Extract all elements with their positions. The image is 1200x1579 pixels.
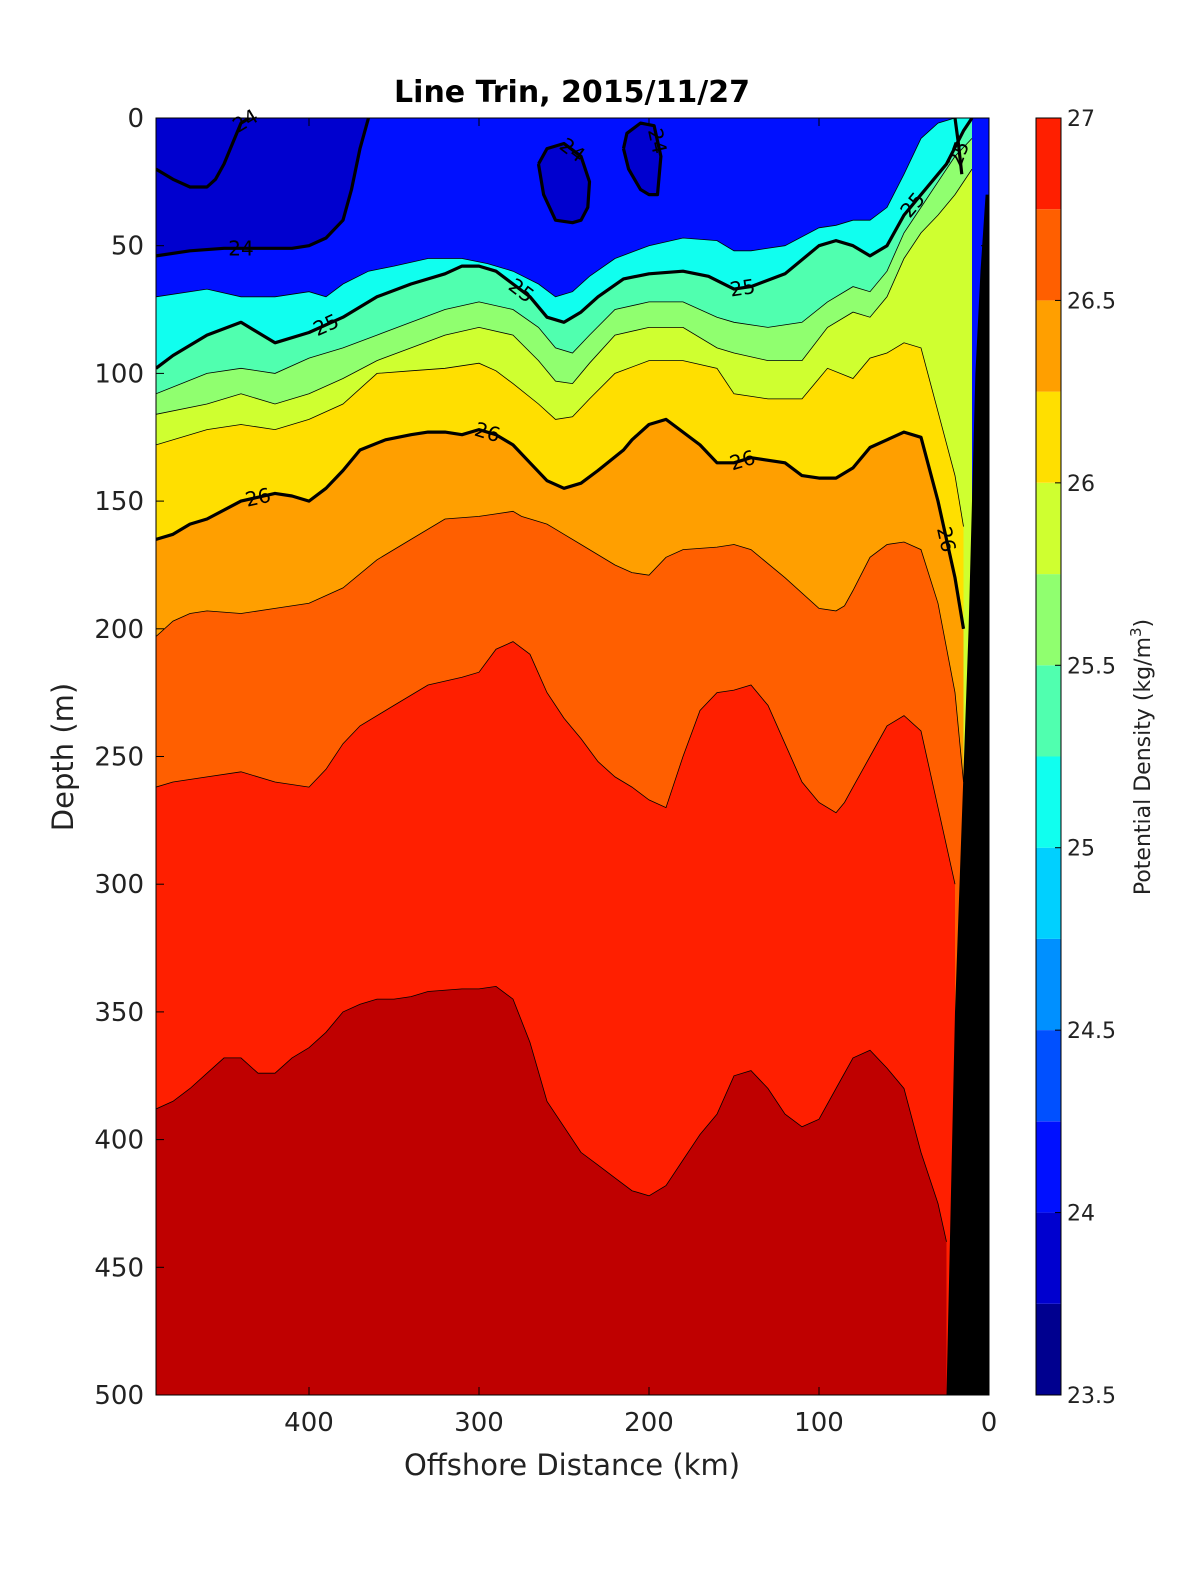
contour-lines (156, 118, 989, 1395)
colorbar-tick-label-2: 24.5 (1067, 1019, 1116, 1044)
isoline-25.75 (156, 342, 964, 527)
x-axis: 400 300 200 100 0 (284, 118, 997, 1438)
colorbar-swatch-5 (1036, 847, 1061, 939)
colorbar-tick-label-3: 25 (1067, 837, 1095, 862)
colorbar-swatch-7 (1036, 665, 1061, 757)
colorbar-tick-label-6: 26.5 (1067, 289, 1116, 314)
y-tick-label-500: 500 (94, 1381, 144, 1411)
colorbar-swatch-0 (1036, 1303, 1061, 1395)
colorbar-swatch-4 (1036, 938, 1061, 1031)
colorbar-label-superscript: 3 (1127, 627, 1145, 637)
colorbar-tick-label-4: 25.5 (1067, 654, 1116, 679)
y-tick-label-0: 0 (127, 104, 144, 134)
isoline-26.75 (156, 985, 947, 1242)
isoline-26.25 (156, 510, 964, 783)
y-tick-label-350: 350 (94, 998, 144, 1028)
y-axis: 0 50 100 150 200 250 300 350 400 450 500 (94, 104, 989, 1411)
contour-25-5 (156, 118, 974, 370)
y-tick-label-50: 50 (111, 232, 144, 262)
isoline-26.5 (156, 641, 956, 885)
colorbar-tick-label-7: 27 (1067, 107, 1095, 132)
contour-label-8: 26 (243, 483, 273, 512)
contour-label-3: 24 (643, 126, 672, 156)
colorbar-swatch-11 (1036, 300, 1061, 392)
band-26.75 (156, 986, 947, 1395)
x-tick-label-400: 400 (284, 1408, 334, 1438)
y-tick-label-100: 100 (94, 359, 144, 389)
x-tick-label-0: 0 (981, 1408, 998, 1438)
colorbar-swatch-12 (1036, 209, 1061, 301)
colorbar-swatch-9 (1036, 482, 1061, 575)
colorbar-swatch-1 (1036, 1212, 1061, 1304)
x-tick-label-100: 100 (794, 1408, 844, 1438)
isoline-24.75 (156, 118, 972, 298)
colorbar-swatch-8 (1036, 574, 1061, 666)
contour-24-2 (536, 141, 592, 225)
colorbar-frame (1035, 117, 1062, 1396)
colorbar: 23.5 24 24.5 25 25.5 26 26.5 27 (1035, 107, 1116, 1409)
colorbar-label: Potential Density (kg/m3) (1127, 619, 1156, 895)
isoline-25.5 (156, 168, 973, 415)
isoline-25.25 (156, 138, 973, 395)
colorbar-swatch-13 (1036, 118, 1061, 210)
band-low-24-2 (538, 143, 590, 223)
x-tick-label-300: 300 (454, 1408, 504, 1438)
colorbar-tick-label-0: 23.5 (1067, 1384, 1116, 1409)
contour-fills (156, 118, 989, 1395)
colorbar-swatch-2 (1036, 1121, 1061, 1213)
y-tick-label-450: 450 (94, 1253, 144, 1283)
x-axis-label: Offshore Distance (km) (404, 1448, 740, 1482)
colorbar-tick-label-1: 24 (1067, 1202, 1095, 1227)
contour-label-1: 24 (228, 236, 253, 260)
y-tick-label-200: 200 (94, 615, 144, 645)
contour-24-3 (621, 121, 663, 197)
band-low-24-3 (623, 123, 661, 195)
contour-26-6 (156, 417, 966, 630)
colorbar-label-main: Potential Density (kg/m (1131, 637, 1156, 895)
y-tick-label-300: 300 (94, 870, 144, 900)
y-tick-label-400: 400 (94, 1126, 144, 1156)
contour-24-0 (156, 118, 251, 189)
y-tick-label-250: 250 (94, 743, 144, 773)
colorbar-swatch-3 (1036, 1030, 1061, 1122)
y-tick-label-150: 150 (94, 487, 144, 517)
colorbar-swatch-10 (1036, 391, 1061, 483)
colorbar-tick-label-5: 26 (1067, 472, 1095, 497)
chart-title: Line Trin, 2015/11/27 (394, 75, 750, 110)
colorbar-swatch-6 (1036, 756, 1061, 848)
seafloor-mask (946, 194, 989, 1395)
contour-24-1 (156, 118, 371, 258)
x-tick-label-200: 200 (624, 1408, 674, 1438)
band-low-24-1 (156, 118, 369, 256)
contour-label-11: 26 (932, 524, 961, 554)
y-axis-label: Depth (m) (46, 683, 80, 831)
colorbar-label-suffix: ) (1131, 619, 1156, 628)
contour-label-6: 25 (728, 274, 757, 301)
